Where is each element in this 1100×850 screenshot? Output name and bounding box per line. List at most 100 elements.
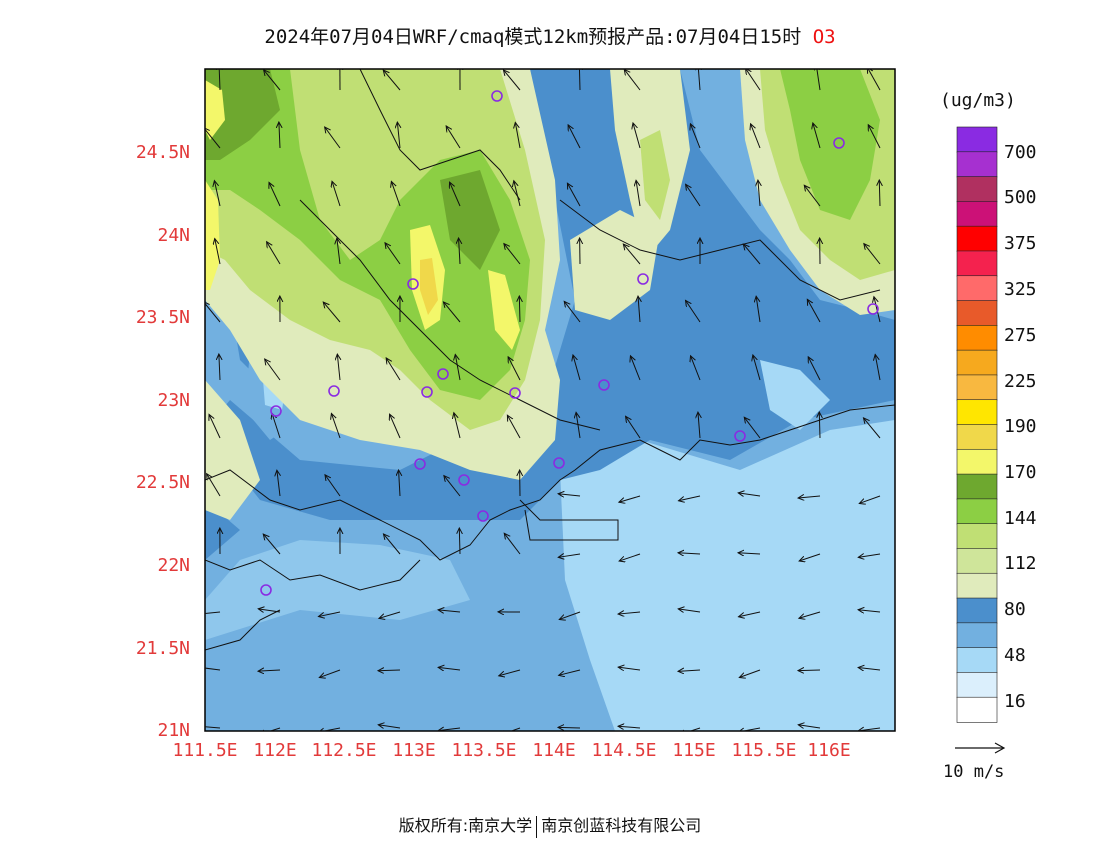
lat-label: 23.5N xyxy=(135,307,190,328)
wind-arrow xyxy=(813,123,821,149)
wind-arrow xyxy=(679,495,701,501)
wind-arrow xyxy=(739,611,761,617)
legend-swatch xyxy=(956,647,998,674)
wind-arrow xyxy=(858,554,881,557)
wind-arrow xyxy=(875,354,881,381)
map-frame xyxy=(204,68,896,732)
wind-arrow xyxy=(507,415,521,439)
wind-arrow xyxy=(438,667,461,670)
legend-swatch xyxy=(956,374,998,401)
wind-arrow xyxy=(808,357,821,381)
wind-arrow xyxy=(337,238,340,265)
lon-label: 116E xyxy=(807,740,851,761)
wind-arrow xyxy=(618,667,641,670)
wind-arrow xyxy=(738,727,761,731)
legend-label: 225 xyxy=(1004,371,1037,392)
wind-arrow xyxy=(331,413,341,439)
station-marker xyxy=(458,474,470,486)
wind-arrow xyxy=(798,496,821,498)
wind-arrow xyxy=(756,296,761,323)
wind-arrow xyxy=(214,181,221,207)
wind-arrow xyxy=(564,301,581,323)
lat-label: 22.5N xyxy=(135,472,190,493)
wind-arrow xyxy=(318,727,341,731)
wind-arrow xyxy=(263,534,281,555)
wind-arrow xyxy=(379,611,401,618)
wind-arrow xyxy=(325,127,341,149)
wind-arrow xyxy=(269,182,281,207)
wind-arrow xyxy=(618,612,641,614)
lon-label: 114.5E xyxy=(591,740,657,761)
wind-arrow xyxy=(258,609,281,612)
wind-arrow xyxy=(798,725,821,728)
wind-arrow xyxy=(636,180,641,207)
wind-arrow xyxy=(450,182,461,207)
wind-arrow xyxy=(567,183,581,207)
wind-arrow xyxy=(624,69,641,91)
wind-arrow xyxy=(205,128,221,149)
legend-swatch xyxy=(956,448,998,475)
species-label: O3 xyxy=(812,26,836,48)
wind-arrow xyxy=(459,528,460,555)
legend-swatch xyxy=(956,523,998,550)
wind-arrow xyxy=(265,359,281,381)
legend-label: 144 xyxy=(1004,508,1037,529)
company-name: 南京创蓝科技有限公司 xyxy=(541,816,702,835)
wind-arrow xyxy=(819,412,820,439)
legend-swatch xyxy=(956,126,998,153)
wind-arrow xyxy=(209,414,221,439)
wind-arrow xyxy=(863,418,881,439)
wind-arrow xyxy=(219,354,220,381)
legend-label: 16 xyxy=(1004,691,1026,712)
lat-label: 21N xyxy=(157,720,190,741)
legend-swatch xyxy=(956,424,998,451)
wind-arrow xyxy=(258,670,281,671)
legend-label: 112 xyxy=(1004,553,1037,574)
wind-arrow xyxy=(573,355,581,381)
wind-arrow xyxy=(879,180,880,207)
wind-arrow xyxy=(267,242,281,265)
wind-arrow xyxy=(443,302,461,323)
legend-swatch xyxy=(956,498,998,525)
station-marker xyxy=(553,457,565,469)
station-marker xyxy=(270,405,282,417)
wind-arrow xyxy=(576,412,581,439)
wind-arrow xyxy=(438,610,461,612)
wind-arrow xyxy=(859,495,881,503)
wind-arrow xyxy=(739,669,761,678)
lon-label: 111.5E xyxy=(172,740,238,761)
wind-arrow xyxy=(499,727,521,731)
wind-arrow xyxy=(438,728,461,731)
lat-label: 22N xyxy=(157,555,190,576)
wind-arrow xyxy=(399,470,400,497)
lon-label: 115E xyxy=(672,740,716,761)
wind-arrow xyxy=(867,69,881,91)
concentration-field xyxy=(205,69,895,731)
wind-arrow xyxy=(619,553,641,561)
legend-swatch xyxy=(956,696,998,723)
legend-label: 500 xyxy=(1004,187,1037,208)
legend-swatch xyxy=(956,325,998,351)
wind-arrow xyxy=(454,413,461,439)
legend-label: 48 xyxy=(1004,645,1026,666)
wind-arrow xyxy=(678,553,701,554)
wind-arrow xyxy=(559,669,581,675)
footer: 版权所有:南京大学 南京创蓝科技有限公司 xyxy=(0,812,1100,838)
wind-arrow xyxy=(558,494,581,496)
wind-arrow xyxy=(858,728,881,731)
legend-label: 80 xyxy=(1004,599,1026,620)
wind-arrow xyxy=(383,70,401,91)
wind-arrow xyxy=(630,356,641,381)
legend-label: 325 xyxy=(1004,279,1037,300)
wind-arrow xyxy=(215,239,221,265)
wind-arrow xyxy=(332,181,341,207)
copyright-text: 版权所有:南京大学 xyxy=(398,816,533,835)
wind-arrow xyxy=(514,181,521,207)
station-marker xyxy=(260,584,272,596)
wind-arrow xyxy=(753,355,761,381)
wind-arrow xyxy=(743,244,761,265)
wind-arrow xyxy=(559,611,581,619)
wind-arrow xyxy=(319,669,341,678)
wind-arrow xyxy=(858,667,881,670)
wind-arrow xyxy=(519,296,520,323)
